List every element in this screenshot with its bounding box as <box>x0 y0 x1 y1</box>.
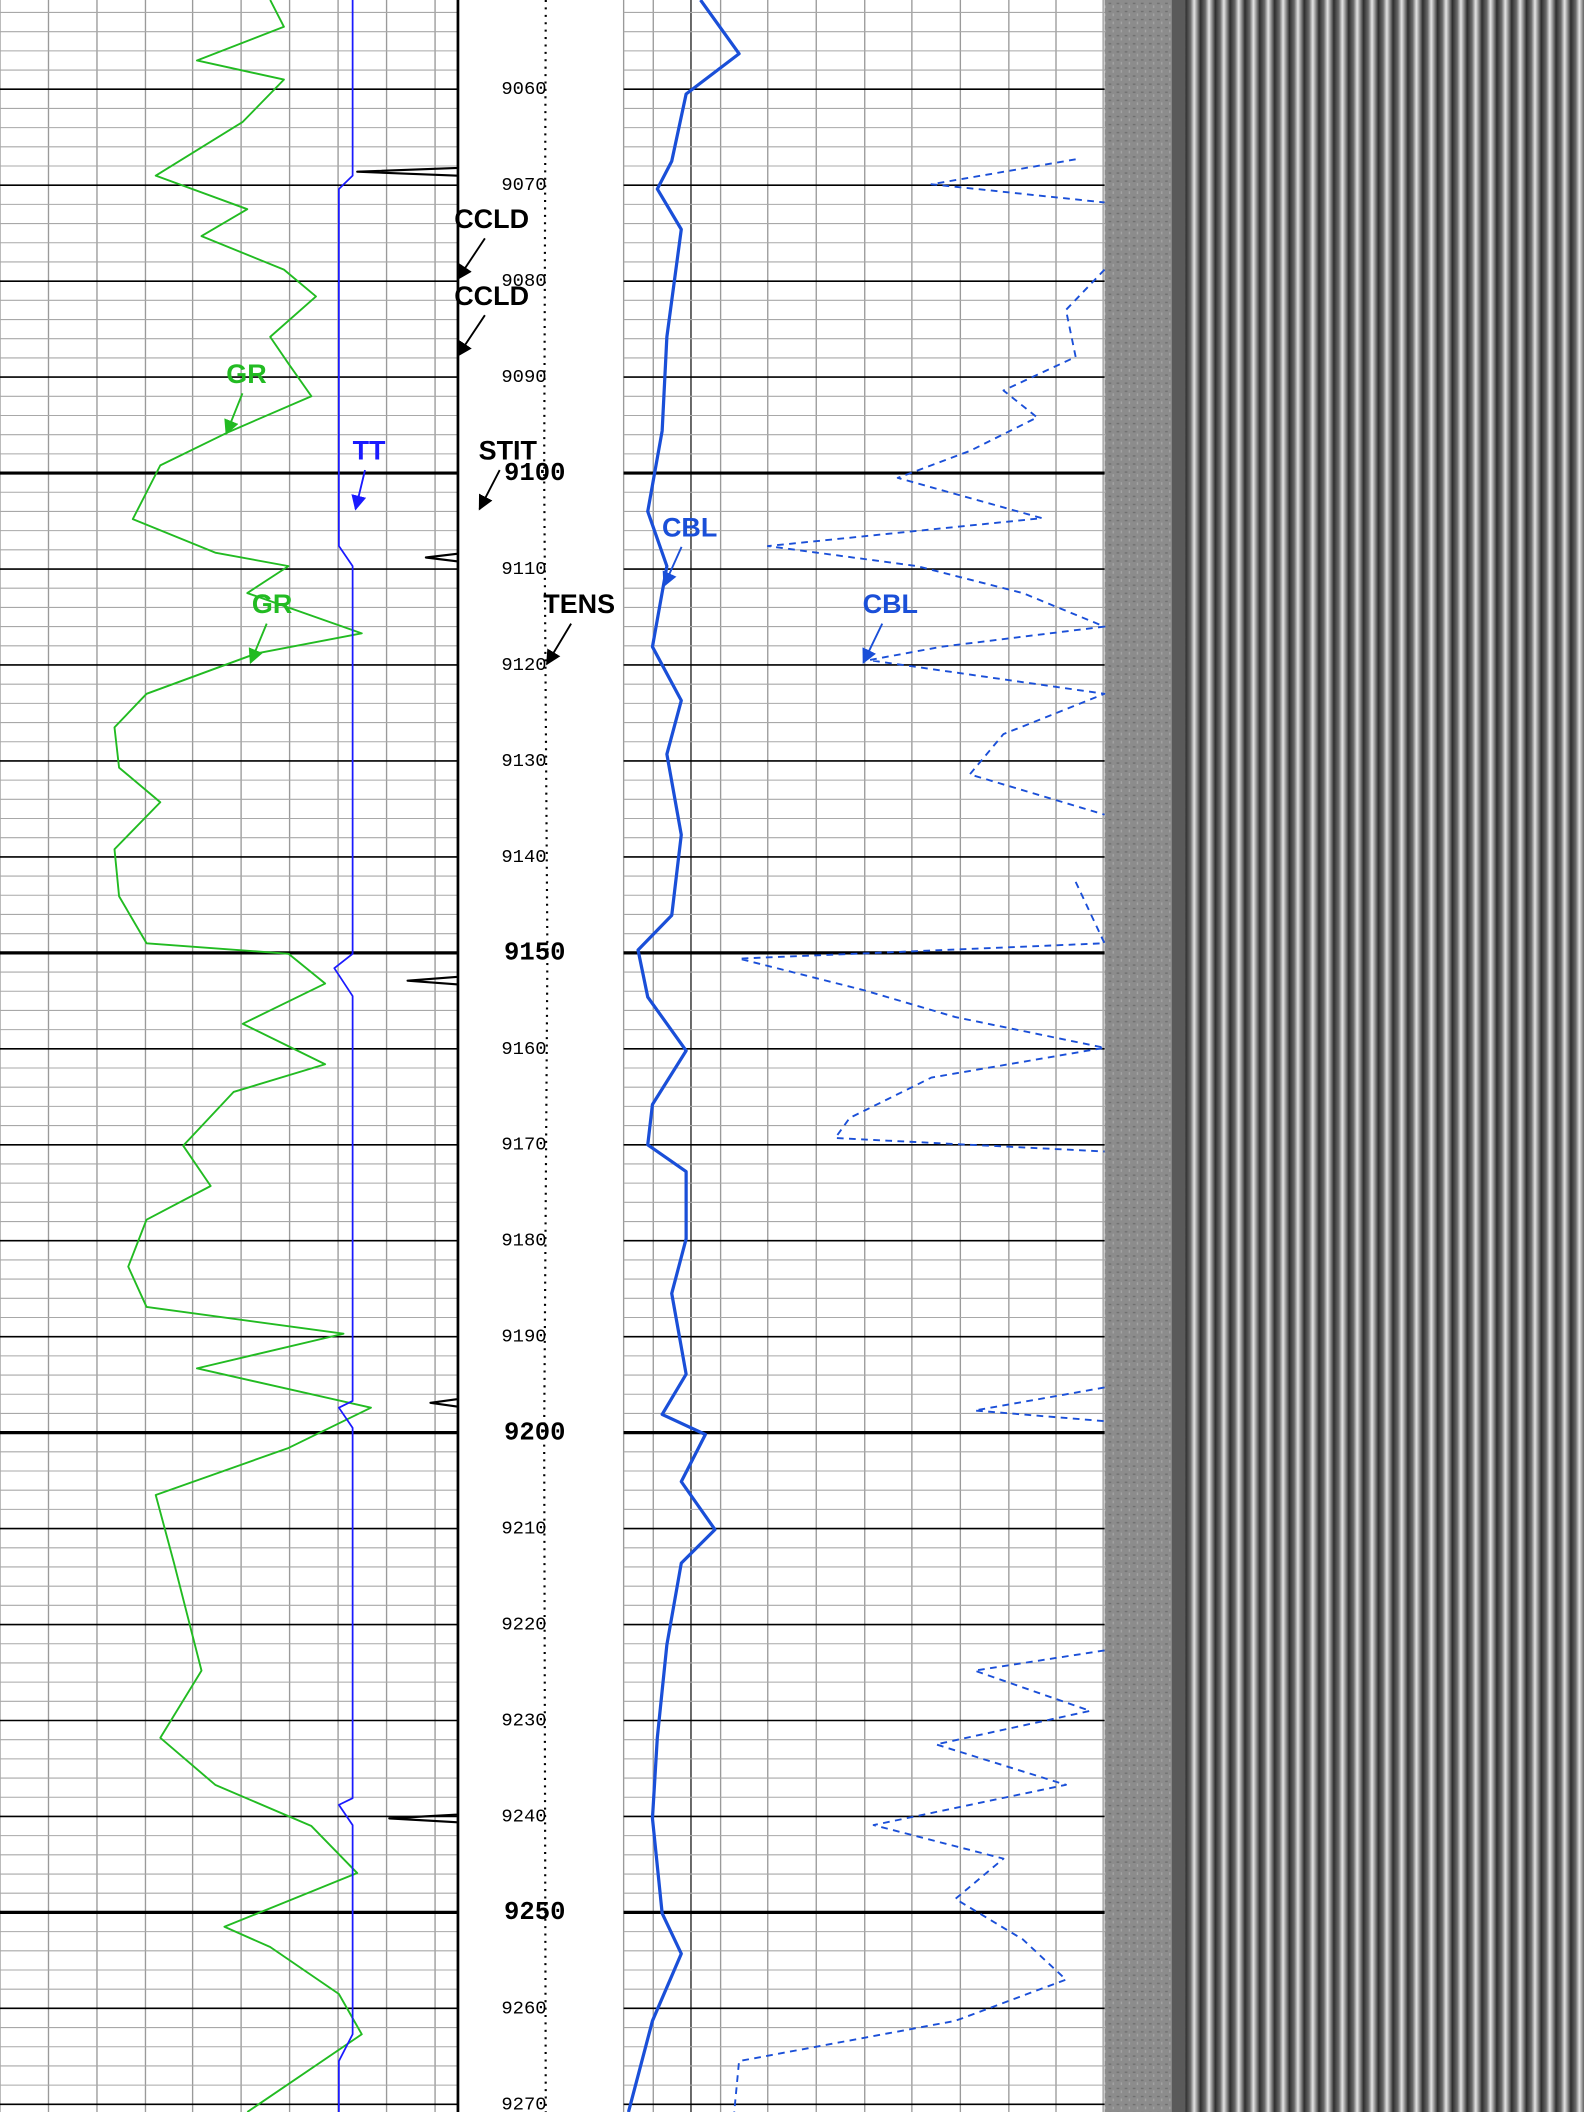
annotation-arrow <box>457 314 486 357</box>
annotations: GR GR TT CCLD CCLD STIT TENS CBL CBL <box>224 204 918 666</box>
annotation-label: TT <box>353 436 386 466</box>
depth-label: 9190 <box>501 1326 546 1348</box>
depth-label: 9160 <box>501 1038 546 1060</box>
depth-label: 9230 <box>501 1709 546 1731</box>
depth-label: 9170 <box>501 1134 546 1156</box>
annotation-arrow <box>478 469 501 511</box>
depth-label: 9270 <box>501 2093 546 2112</box>
curve <box>113 0 372 2112</box>
depth-label: 9100 <box>504 459 565 488</box>
curve <box>626 0 741 2112</box>
depth-label: 9250 <box>504 1898 565 1927</box>
depth-label: 9180 <box>501 1230 546 1252</box>
annotation-arrow <box>224 392 244 436</box>
annotation-label: GR <box>226 359 266 389</box>
curve <box>733 158 1106 2112</box>
annotation-label: CCLD <box>454 204 529 234</box>
depth-label: 9240 <box>501 1805 546 1827</box>
curve <box>333 0 354 2112</box>
depth-label: 9220 <box>501 1614 546 1636</box>
grid <box>0 0 1105 2112</box>
annotation-arrow <box>662 546 683 588</box>
annotation-label: STIT <box>479 436 538 466</box>
depth-label: 9140 <box>501 846 546 868</box>
annotation-arrow <box>862 623 884 665</box>
annotation-label: CBL <box>863 589 918 619</box>
annotation-arrow <box>248 623 268 665</box>
annotation-label: TENS <box>543 589 615 619</box>
annotation-arrow <box>457 237 486 281</box>
depth-label: 9110 <box>501 558 546 580</box>
depth-label: 9080 <box>501 270 546 292</box>
depth-label: 9060 <box>501 78 546 100</box>
depth-label: 9070 <box>501 174 546 196</box>
annotation-label: GR <box>252 589 292 619</box>
depth-label: 9260 <box>501 1997 546 2019</box>
depth-label: 9200 <box>504 1418 565 1447</box>
depth-label: 9150 <box>504 939 565 968</box>
annotation-label: CBL <box>662 512 717 542</box>
curves <box>113 0 1106 2112</box>
vdl-stripes <box>1185 0 1584 2112</box>
annotation-label: CCLD <box>454 281 529 311</box>
depth-label: 9090 <box>501 366 546 388</box>
curve <box>356 0 460 2112</box>
depth-label: 9210 <box>501 1518 546 1540</box>
annotation-arrow <box>546 623 572 666</box>
depth-label: 9120 <box>501 654 546 676</box>
annotation-arrow <box>351 469 367 511</box>
depth-label: 9130 <box>501 750 546 772</box>
vdl-band <box>1171 0 1186 2112</box>
vdl-image <box>1104 0 1584 2112</box>
